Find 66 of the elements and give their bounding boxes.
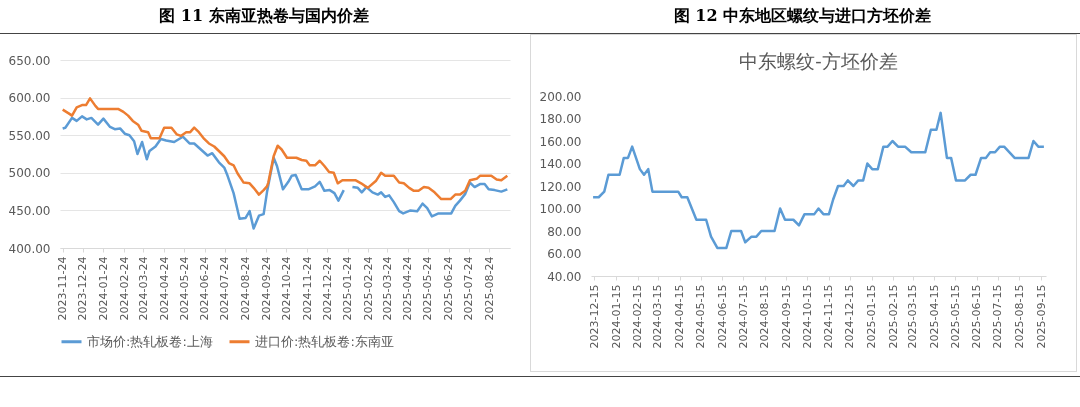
- x-tick-label: 2024-10-15: [800, 284, 814, 349]
- y-tick-label: 200.00: [539, 89, 582, 104]
- x-tick-label: 2024-07-15: [736, 284, 750, 349]
- y-tick-label: 180.00: [539, 112, 582, 126]
- x-tick-label: 2025-01-15: [865, 284, 879, 349]
- y-tick-label: 650.00: [8, 53, 51, 68]
- x-tick-label: 2025-07-15: [991, 284, 1005, 349]
- x-tick-label: 2025-09-15: [1034, 284, 1048, 349]
- x-tick-label: 2025-05-24: [421, 256, 435, 321]
- x-tick-label: 2024-06-15: [715, 284, 729, 349]
- x-tick-label: 2024-03-15: [651, 284, 665, 349]
- x-tick-label: 2025-04-24: [401, 256, 415, 321]
- x-tick-label: 2024-02-15: [631, 284, 645, 349]
- x-tick-label: 2025-02-24: [361, 256, 375, 321]
- x-tick-label: 2024-03-24: [136, 256, 150, 321]
- y-tick-label: 600.00: [8, 91, 51, 106]
- x-tick-label: 2024-08-15: [758, 284, 772, 349]
- x-tick-label: 2024-11-24: [300, 256, 314, 321]
- x-tick-label: 2023-12-15: [587, 284, 601, 349]
- y-tick-label: 60.00: [547, 247, 582, 261]
- y-tick-label: 500.00: [8, 166, 51, 181]
- x-tick-label: 2025-04-15: [927, 284, 941, 349]
- x-tick-label: 2024-12-24: [320, 256, 334, 321]
- x-tick-label: 2024-04-24: [157, 256, 171, 321]
- chart-title: 图 11 东南亚热卷与国内价差: [158, 6, 370, 27]
- line-series: [61, 97, 509, 201]
- x-tick-label: 2025-06-15: [970, 284, 984, 349]
- x-tick-label: 2025-01-24: [341, 256, 355, 321]
- x-tick-label: 2024-09-15: [779, 284, 793, 349]
- x-tick-label: 2024-05-24: [177, 256, 191, 321]
- x-tick-label: 2025-03-15: [906, 284, 920, 349]
- x-tick-label: 2024-07-24: [218, 256, 232, 321]
- x-tick-label: 2025-07-24: [462, 256, 476, 321]
- x-tick-label: 2025-03-24: [380, 256, 394, 321]
- x-tick-label: 2025-08-24: [482, 256, 496, 321]
- y-tick-label: 140.00: [539, 157, 582, 171]
- x-tick-label: 2025-06-24: [442, 256, 456, 321]
- x-tick-label: 2024-06-24: [198, 256, 212, 321]
- y-tick-label: 120.00: [539, 179, 582, 194]
- y-tick-label: 160.00: [539, 134, 582, 149]
- x-tick-label: 2024-09-24: [259, 256, 273, 321]
- y-tick-label: 550.00: [8, 128, 51, 143]
- x-tick-label: 2023-11-24: [56, 256, 70, 321]
- x-tick-label: 2023-12-24: [76, 256, 90, 321]
- line-series: [591, 111, 1046, 250]
- x-tick-label: 2024-12-15: [843, 284, 857, 349]
- legend-label: 进口价:热轧板卷:东南亚: [255, 333, 394, 349]
- x-tick-label: 2024-02-24: [117, 256, 131, 321]
- y-tick-label: 80.00: [547, 224, 582, 239]
- x-tick-label: 2024-08-24: [239, 256, 253, 321]
- x-tick-label: 2024-11-15: [822, 284, 836, 349]
- x-tick-label: 2024-01-15: [609, 284, 623, 349]
- y-tick-label: 100.00: [539, 202, 582, 216]
- chart-title: 图 12 中东地区螺纹与进口方坯价差: [672, 6, 933, 27]
- y-tick-label: 400.00: [8, 241, 51, 256]
- x-tick-label: 2025-02-15: [886, 284, 900, 349]
- x-tick-label: 2024-10-24: [279, 256, 293, 321]
- x-tick-label: 2025-05-15: [948, 284, 962, 349]
- y-tick-label: 40.00: [547, 269, 582, 284]
- y-tick-label: 450.00: [8, 203, 51, 218]
- x-tick-label: 2024-04-15: [673, 284, 687, 349]
- x-tick-label: 2024-01-24: [96, 256, 110, 321]
- x-tick-label: 2024-05-15: [694, 284, 708, 349]
- x-tick-label: 2025-08-15: [1012, 284, 1026, 349]
- chart-subtitle: 中东螺纹-方坯价差: [739, 50, 898, 72]
- legend-label: 市场价:热轧板卷:上海: [87, 333, 213, 349]
